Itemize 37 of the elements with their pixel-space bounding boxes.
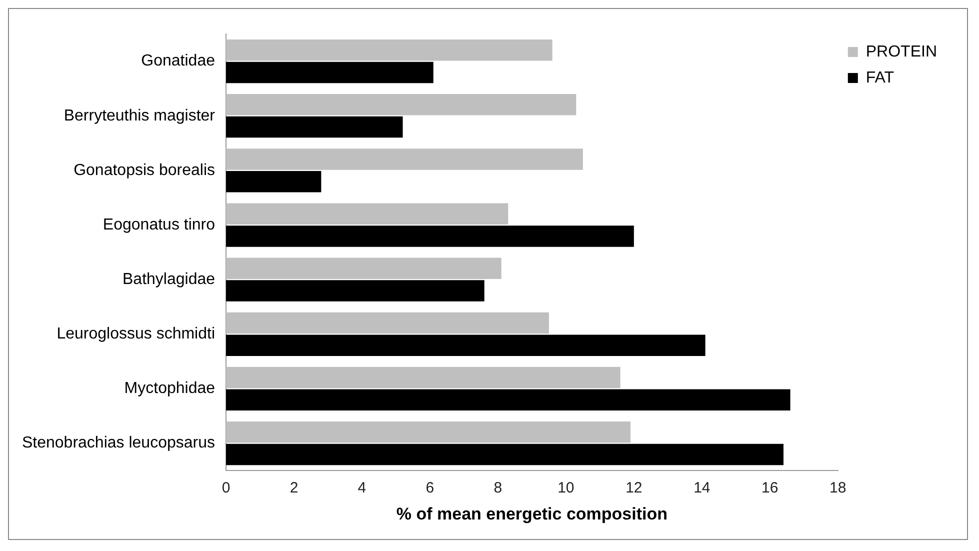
legend-label: FAT	[866, 69, 894, 86]
bar	[226, 258, 502, 280]
bar	[226, 389, 790, 411]
bar	[226, 116, 403, 138]
bar	[226, 280, 484, 302]
y-tick-label: Myctophidae	[124, 380, 216, 398]
bar	[226, 62, 434, 84]
x-tick-label: 6	[426, 480, 434, 497]
bar	[226, 148, 583, 170]
x-tick-label: 16	[762, 480, 778, 497]
y-tick-label: Gonatidae	[141, 52, 216, 70]
x-tick-label: 8	[494, 480, 502, 497]
bar	[226, 39, 552, 61]
y-tick-label: Eogonatus tinro	[102, 216, 216, 234]
x-tick-label: 10	[558, 480, 574, 497]
y-tick-label: Gonatopsis borealis	[74, 162, 216, 179]
bar	[226, 312, 549, 334]
legend-label: PROTEIN	[866, 43, 938, 60]
bar	[226, 334, 706, 356]
bar	[226, 421, 631, 443]
x-tick-label: 14	[694, 480, 710, 497]
y-tick-label: Berryteuthis magister	[64, 107, 216, 124]
x-tick-label: 18	[830, 480, 846, 497]
bar	[226, 94, 576, 116]
bar	[226, 444, 784, 466]
bar	[226, 203, 508, 224]
bar	[226, 226, 634, 247]
x-axis-title: % of mean energetic composition	[396, 504, 668, 524]
x-tick-label: 0	[222, 480, 230, 497]
y-tick-label: Stenobrachias leucopsarus	[22, 434, 216, 452]
x-tick-label: 4	[358, 480, 366, 497]
x-tick-label: 12	[626, 480, 642, 497]
y-tick-label: Bathylagidae	[122, 270, 216, 288]
bar	[226, 366, 620, 388]
bar	[226, 170, 322, 192]
x-tick-label: 2	[290, 480, 298, 497]
y-tick-label: Leuroglossus schmidti	[56, 326, 216, 343]
